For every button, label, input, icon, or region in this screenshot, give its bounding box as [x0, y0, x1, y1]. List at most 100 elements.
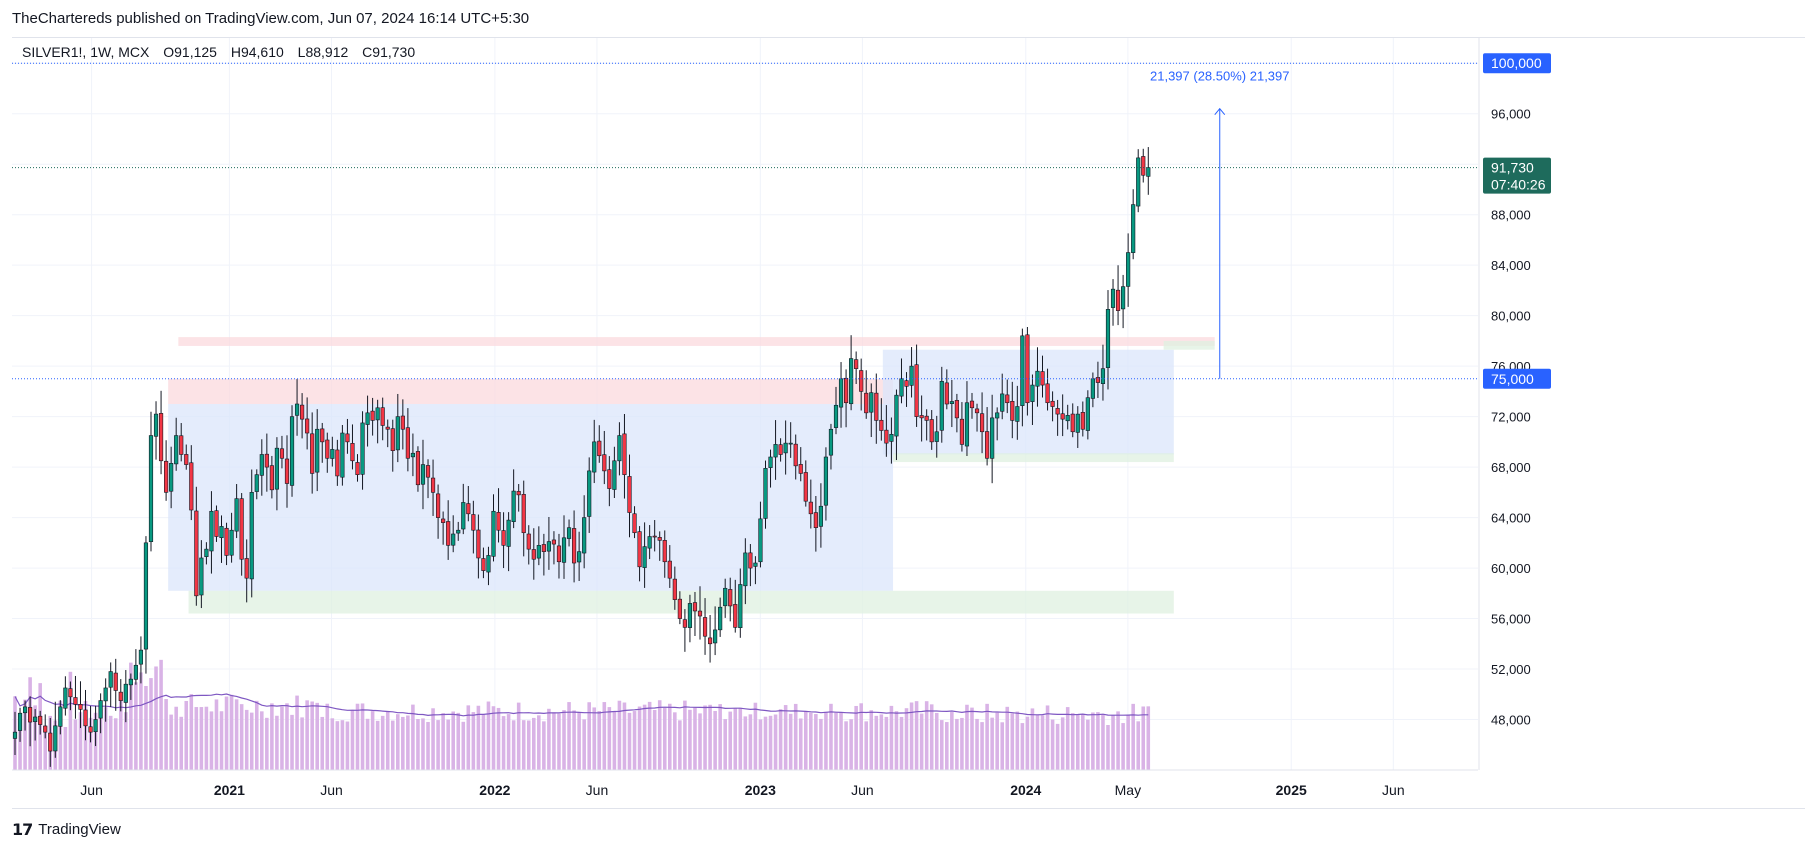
- candle: [904, 372, 909, 407]
- volume-bar: [1086, 719, 1090, 770]
- candle: [113, 658, 118, 711]
- candle-body: [430, 477, 436, 493]
- candle: [1025, 327, 1030, 416]
- candle: [390, 419, 395, 472]
- symbol-name[interactable]: SILVER1!, 1W, MCX: [22, 44, 150, 60]
- footer-logo[interactable]: 17 TradingView: [12, 820, 121, 839]
- volume-bar: [542, 721, 546, 770]
- candle: [1141, 148, 1146, 183]
- candle-body: [743, 552, 748, 587]
- footer-brand: TradingView: [38, 821, 121, 838]
- candle-body: [436, 493, 441, 518]
- candle: [662, 530, 667, 578]
- candle: [551, 531, 557, 565]
- y-tick-label: 64,000: [1491, 511, 1531, 526]
- volume-bar: [496, 707, 501, 770]
- y-tick-label: 56,000: [1491, 612, 1531, 627]
- candle: [496, 488, 501, 543]
- volume-bar: [134, 682, 138, 770]
- chart-frame[interactable]: [12, 37, 1805, 809]
- volume-bar: [401, 716, 405, 770]
- candle: [919, 395, 924, 442]
- volume-bar: [673, 712, 677, 770]
- candle-body: [360, 422, 365, 475]
- candle: [395, 393, 400, 463]
- volume-bar: [537, 715, 541, 770]
- candle-body: [83, 709, 88, 727]
- candle-body: [219, 526, 224, 539]
- candle: [854, 351, 859, 385]
- candle-body: [990, 417, 995, 459]
- volume-bar: [652, 710, 657, 770]
- volume-bar: [990, 717, 994, 770]
- candle-body: [944, 382, 949, 405]
- volume-bar: [421, 718, 425, 770]
- candle: [461, 483, 466, 535]
- candle: [1010, 381, 1015, 439]
- candle-body: [456, 529, 461, 534]
- volume-bar: [814, 714, 818, 770]
- candle: [929, 410, 934, 450]
- candle: [692, 591, 698, 636]
- candle-body: [33, 716, 38, 722]
- candle-body: [904, 380, 909, 387]
- candle-body: [637, 531, 642, 568]
- candle: [602, 430, 607, 485]
- x-tick-label: Jun: [1382, 782, 1405, 798]
- candle: [17, 707, 23, 742]
- volume-bar: [864, 721, 869, 770]
- candle-body: [1131, 204, 1136, 253]
- volume-bar: [436, 720, 440, 770]
- candle: [939, 366, 944, 443]
- volume-bar: [552, 712, 556, 770]
- volume-bar: [708, 704, 712, 770]
- candle-body: [939, 380, 944, 431]
- candle-body: [516, 491, 521, 496]
- candle-body: [909, 365, 914, 386]
- volume-bar: [466, 705, 471, 770]
- candle: [305, 397, 310, 450]
- volume-bar: [1050, 719, 1055, 770]
- volume-bar: [88, 717, 93, 770]
- candle: [1095, 361, 1101, 398]
- candle: [959, 402, 965, 452]
- current-price-tag-label: 91,730: [1491, 160, 1534, 176]
- volume-bar: [909, 702, 914, 770]
- volume-bar: [506, 714, 511, 770]
- volume-bar: [854, 705, 858, 770]
- price-chart[interactable]: 21,397 (28.50%) 21,397 48,000 52,000 56,00…: [0, 0, 1805, 810]
- candle-body: [1015, 406, 1020, 422]
- volume-bar: [124, 712, 128, 770]
- candle-body: [607, 469, 612, 489]
- candle-body: [501, 530, 506, 546]
- volume-bar: [622, 702, 627, 770]
- candle: [430, 459, 436, 516]
- candle: [1030, 374, 1035, 426]
- volume-bar: [592, 707, 597, 770]
- candle-body: [239, 498, 244, 560]
- volume-bar: [1035, 715, 1040, 770]
- candle-body: [380, 407, 385, 426]
- candle: [884, 405, 889, 457]
- candle-body: [702, 617, 708, 637]
- candle-body: [1050, 400, 1055, 407]
- volume-bar: [728, 711, 733, 770]
- volume-bar: [904, 708, 909, 770]
- volume-bar: [919, 713, 924, 770]
- volume-bar: [355, 703, 360, 770]
- candle: [849, 335, 854, 411]
- candle-body: [929, 419, 934, 443]
- candle-body: [148, 435, 154, 542]
- candle-body: [551, 539, 557, 545]
- volume-bar: [647, 701, 652, 770]
- candle: [521, 480, 526, 557]
- x-tick-label: Jun: [586, 782, 609, 798]
- candle: [289, 405, 295, 497]
- candle-body: [914, 364, 919, 417]
- candle-body: [345, 433, 350, 443]
- candle: [234, 484, 239, 539]
- candle: [733, 579, 738, 633]
- candle-body: [889, 433, 894, 442]
- candle: [320, 422, 325, 463]
- volume-bar: [471, 712, 476, 770]
